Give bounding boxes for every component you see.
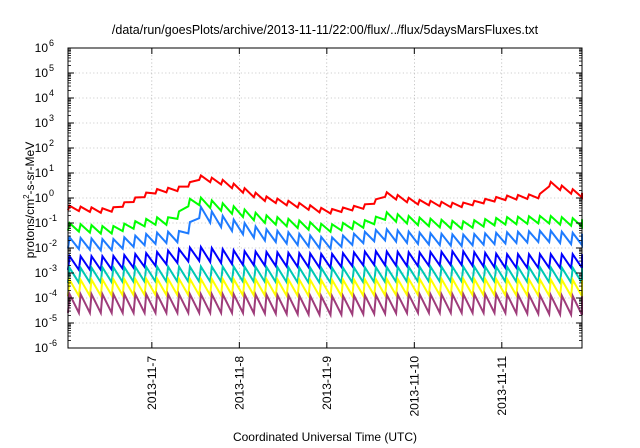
y-tick-label: 10 [35, 216, 49, 230]
y-tick-exponent: 1 [49, 163, 54, 173]
x-tick-label: 2013-11-9 [320, 356, 334, 410]
y-axis-label-rest: -s-sr-MeV [23, 142, 37, 195]
x-axis-label: Coordinated Universal Time (UTC) [233, 430, 417, 444]
y-tick-mantissa: 10 [35, 91, 49, 105]
y-tick-mantissa: 10 [35, 316, 49, 330]
y-tick-label: 10 [35, 341, 49, 355]
series-line-3 [67, 203, 583, 253]
y-axis-label-sup: 2 [22, 194, 31, 199]
y-tick-label: 10 [35, 41, 49, 55]
y-tick-mantissa: 10 [35, 291, 49, 305]
x-tick-label: 2013-11-11 [495, 356, 509, 416]
y-tick-label: 10 [35, 291, 49, 305]
series-line-6 [67, 275, 583, 300]
y-tick-exponent: -2 [49, 238, 57, 248]
axis-ticks [68, 47, 582, 349]
x-tick-label: 2013-11-8 [232, 356, 246, 410]
y-tick-label: 10 [35, 66, 49, 80]
y-tick-label: 10 [35, 116, 49, 130]
y-tick-exponent: -3 [49, 263, 57, 273]
x-axis-tick-labels: 2013-11-7 2013-11-8 2013-11-9 2013-11-10 201… [145, 356, 509, 417]
y-tick-label: 10 [35, 266, 49, 280]
x-tick-label: 2013-11-10 [407, 356, 421, 417]
x-tick-label: 2013-11-7 [145, 356, 159, 410]
y-tick-exponent: -6 [49, 338, 57, 348]
y-tick-label: 10 [35, 91, 49, 105]
series-line-1 [67, 173, 583, 215]
y-tick-mantissa: 10 [35, 66, 49, 80]
y-tick-mantissa: 10 [35, 166, 49, 180]
y-tick-mantissa: 10 [35, 341, 49, 355]
y-tick-mantissa: 10 [35, 241, 49, 255]
y-tick-exponent: -5 [49, 313, 57, 323]
chart-title: /data/run/goesPlots/archive/2013-11-11/2… [112, 23, 539, 37]
y-tick-exponent: 4 [49, 88, 54, 98]
y-tick-mantissa: 10 [35, 116, 49, 130]
series-line-4 [67, 244, 583, 273]
y-tick-label: 10 [35, 191, 49, 205]
y-tick-label: 10 [35, 241, 49, 255]
series-line-5 [67, 263, 583, 287]
y-tick-exponent: 0 [49, 188, 54, 198]
y-tick-exponent: 6 [49, 38, 54, 48]
y-tick-exponent: -1 [49, 213, 57, 223]
y-tick-mantissa: 10 [35, 266, 49, 280]
y-tick-mantissa: 10 [35, 216, 49, 230]
y-axis-tick-labels: 10 -610 -510 -410 -310 -210 -110 010 110 210 310 41… [35, 38, 57, 355]
series-line-7 [67, 290, 583, 319]
y-tick-label: 10 [35, 166, 49, 180]
y-tick-exponent: 3 [49, 113, 54, 123]
y-tick-mantissa: 10 [35, 191, 49, 205]
series-line-2 [67, 195, 583, 236]
y-tick-exponent: -4 [49, 288, 57, 298]
y-axis-label: protons/cm2-s-sr-MeV [22, 142, 37, 258]
series-lines [67, 173, 583, 319]
y-tick-mantissa: 10 [35, 141, 49, 155]
y-tick-exponent: 5 [49, 63, 54, 73]
y-tick-exponent: 2 [49, 138, 54, 148]
y-tick-label: 10 [35, 316, 49, 330]
y-tick-label: 10 [35, 141, 49, 155]
y-tick-mantissa: 10 [35, 41, 49, 55]
y-axis-label-base: protons/cm [23, 199, 37, 258]
